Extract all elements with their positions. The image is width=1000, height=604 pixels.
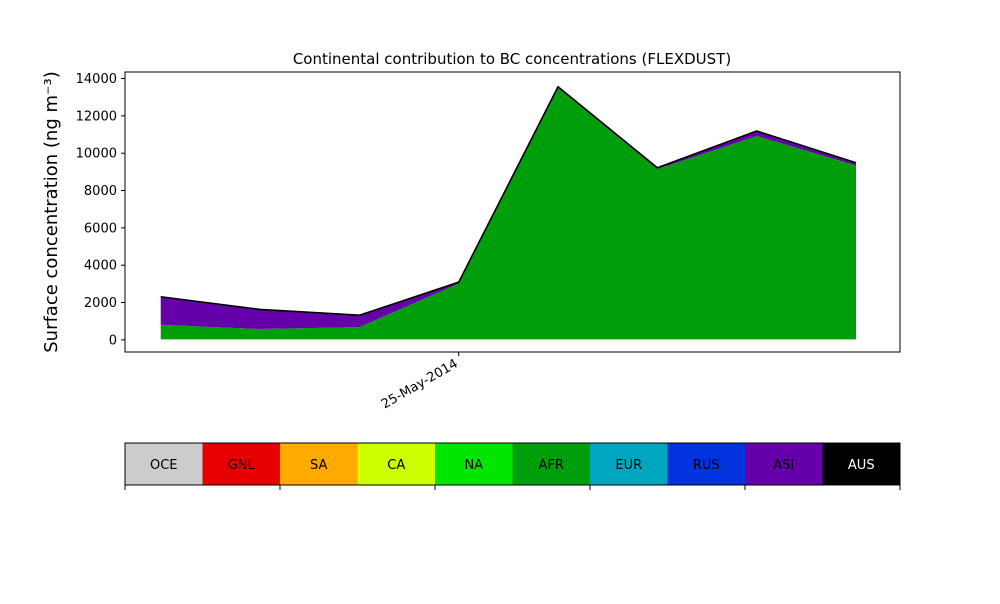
legend-swatch-eur (590, 443, 668, 485)
plot-frame (124, 71, 901, 353)
y-tick-label: 12000 (76, 109, 117, 124)
legend-swatch-rus (667, 443, 746, 485)
y-tick-label: 2000 (84, 296, 117, 311)
y-tick-label: 10000 (76, 147, 117, 162)
legend-label-ca: CA (387, 458, 405, 473)
chart-title: Continental contribution to BC concentra… (293, 50, 731, 68)
legend-swatch-aus (822, 443, 901, 485)
x-tick-label: 25-May-2014 (379, 356, 461, 412)
legend-swatch-oce (125, 443, 203, 485)
y-axis-label: Surface concentration (ng m⁻³) (41, 71, 62, 353)
legend-swatch-gnl (202, 443, 281, 485)
area-series-ca (160, 339, 856, 340)
legend-swatch-afr (512, 443, 591, 485)
legend-swatch-ca (357, 443, 436, 485)
legend-swatch-asi (745, 443, 823, 485)
legend-label-oce: OCE (150, 458, 178, 473)
y-tick-label: 0 (109, 333, 117, 348)
legend-label-eur: EUR (615, 458, 642, 473)
y-tick-label: 14000 (76, 72, 117, 87)
legend-label-sa: SA (310, 458, 327, 473)
legend: OCE GNL SA CA NA AFR EUR RUS ASI AUS (124, 442, 901, 490)
legend-label-gnl: GNL (228, 458, 256, 473)
legend-swatch-sa (280, 443, 358, 485)
legend-label-aus: AUS (848, 458, 875, 473)
legend-label-na: NA (464, 458, 483, 473)
plot-area: 0 2000 4000 6000 8000 10000 12000 14000 25-May-2… (76, 71, 901, 412)
y-tick-label: 6000 (84, 221, 117, 236)
legend-label-asi: ASI (773, 458, 794, 473)
y-tick-label: 8000 (84, 184, 117, 199)
area-series-afr (160, 88, 856, 340)
legend-label-rus: RUS (693, 458, 720, 473)
y-tick-label: 4000 (84, 259, 117, 274)
legend-label-afr: AFR (539, 458, 564, 473)
legend-frame (124, 442, 901, 486)
legend-swatch-na (435, 443, 513, 485)
total-line (160, 85, 857, 317)
